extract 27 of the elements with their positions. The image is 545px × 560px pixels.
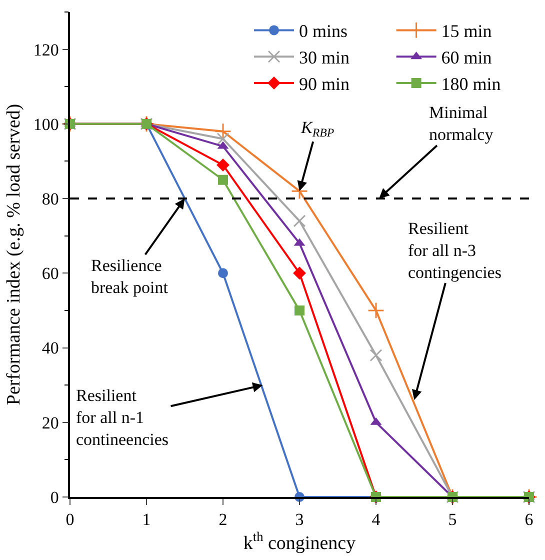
legend-label: 180 min xyxy=(441,74,501,94)
x-tick-label: 2 xyxy=(218,510,228,530)
annotation: K$_{RBP}$ xyxy=(300,118,334,140)
x-axis-title: k$^{th}$ conginency xyxy=(243,529,356,554)
annotation: Resilient for all n-3 contingencies xyxy=(408,219,502,282)
annotation: Resilient for all n-1 contineencies xyxy=(76,386,169,450)
legend-label: 0 mins xyxy=(299,21,348,42)
y-tick-label: 20 xyxy=(42,413,59,432)
legend-label: 60 min xyxy=(441,48,492,68)
x-tick-label: 0 xyxy=(66,510,74,530)
x-tick-label: 4 xyxy=(372,510,381,530)
x-tick-label: 1 xyxy=(142,510,151,530)
y-tick-label: 60 xyxy=(42,264,59,284)
legend-label: 90 min xyxy=(299,74,350,94)
y-tick-label: 80 xyxy=(42,189,59,208)
y-tick-label: 0 xyxy=(50,488,59,507)
annotation: Minimal normalcy xyxy=(429,103,494,144)
y-axis-title: Performance index (e.g. % load served) xyxy=(4,104,25,406)
x-tick-label: 5 xyxy=(448,510,457,530)
legend-label: 30 min xyxy=(299,48,350,68)
y-tick-label: 100 xyxy=(33,114,59,134)
y-tick-label: 120 xyxy=(33,40,59,60)
annotation: Resilience break point xyxy=(91,256,168,298)
y-tick-label: 40 xyxy=(42,338,59,358)
x-tick-label: 3 xyxy=(295,510,304,530)
legend-label: 15 min xyxy=(441,21,492,42)
x-tick-label: 6 xyxy=(524,510,534,530)
